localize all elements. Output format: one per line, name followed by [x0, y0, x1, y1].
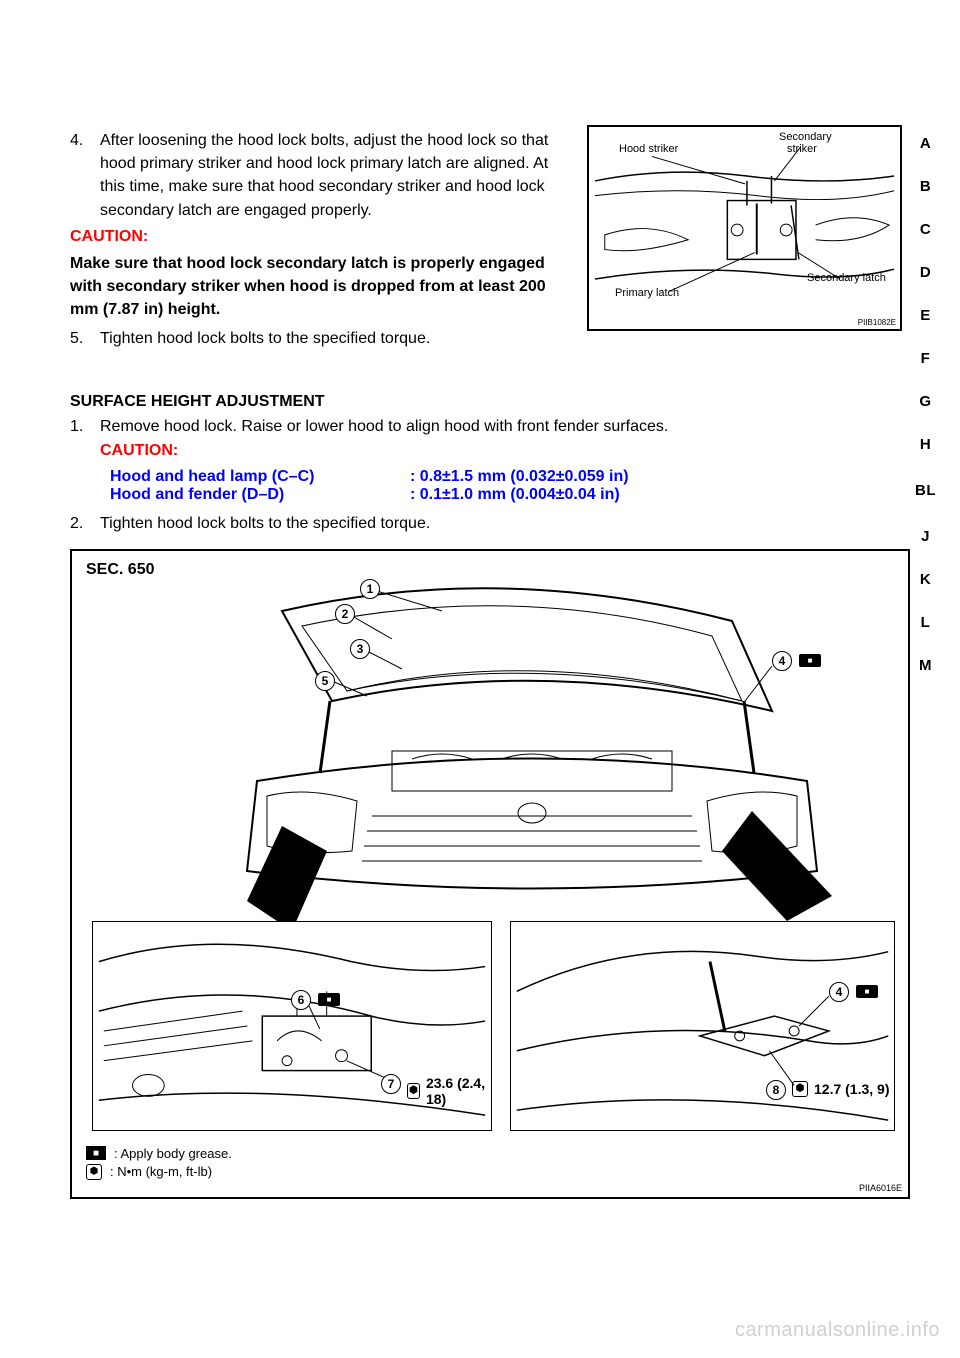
label-secondary-striker-b: striker	[787, 143, 817, 155]
grease-icon-6: ■	[318, 993, 340, 1006]
step-4: 4. After loosening the hood lock bolts, …	[70, 129, 570, 222]
spec-2: Hood and fender (D–D) : 0.1±1.0 mm (0.00…	[110, 486, 910, 504]
callout-3: 3	[350, 639, 370, 659]
nav-d[interactable]: D	[920, 264, 931, 281]
legend-grease: ■ : Apply body grease.	[86, 1146, 232, 1161]
nav-l[interactable]: L	[921, 614, 931, 631]
step-4-text: After loosening the hood lock bolts, adj…	[100, 129, 570, 222]
surface-step-2-num: 2.	[70, 512, 90, 535]
step-4-block: 4. After loosening the hood lock bolts, …	[70, 129, 570, 351]
watermark: carmanualsonline.info	[735, 1319, 940, 1342]
detail-hood-lock: 6 ■ 7 ⬢ 23.6 (2.4, 18)	[92, 921, 492, 1131]
hood-latch-diagram: Hood striker Secondary striker Primary l…	[587, 125, 902, 331]
figure-id-big: PIIA6016E	[859, 1183, 902, 1193]
legend-grease-text: : Apply body grease.	[114, 1146, 232, 1161]
caution-1-text: Make sure that hood lock secondary latch…	[70, 252, 570, 322]
caution-2-label: CAUTION:	[100, 442, 178, 460]
surface-step-2-text: Tighten hood lock bolts to the specified…	[100, 512, 430, 535]
torque-left: ⬢ 23.6 (2.4, 18)	[407, 1075, 491, 1107]
nav-h[interactable]: H	[920, 436, 931, 453]
nav-k[interactable]: K	[920, 571, 931, 588]
legend-units: ⬢ : N•m (kg-m, ft-lb)	[86, 1164, 232, 1180]
spec-2-key: Hood and fender (D–D)	[110, 486, 410, 504]
step-5: 5. Tighten hood lock bolts to the specif…	[70, 327, 570, 350]
torque-left-value: 23.6 (2.4, 18)	[426, 1075, 491, 1107]
step-5-num: 5.	[70, 327, 90, 350]
nav-e[interactable]: E	[920, 307, 931, 324]
step-5-text: Tighten hood lock bolts to the specified…	[100, 327, 430, 350]
spec-1-key: Hood and head lamp (C–C)	[110, 468, 410, 486]
step-4-num: 4.	[70, 129, 90, 222]
surface-step-1-num: 1.	[70, 415, 90, 438]
surface-step-1-text: Remove hood lock. Raise or lower hood to…	[100, 415, 668, 438]
detail-hinge: 4 ■ 8 ⬢ 12.7 (1.3, 9)	[510, 921, 895, 1131]
nav-j[interactable]: J	[921, 528, 930, 545]
label-secondary-striker-a: Secondary	[779, 131, 832, 143]
label-secondary-latch: Secondary latch	[807, 272, 886, 284]
spec-2-val: : 0.1±1.0 mm (0.004±0.04 in)	[410, 486, 620, 504]
callout-1: 1	[360, 579, 380, 599]
nav-c[interactable]: C	[920, 221, 931, 238]
nav-m[interactable]: M	[919, 657, 932, 674]
callout-2: 2	[335, 604, 355, 624]
callout-6: 6	[291, 990, 311, 1010]
nav-bl[interactable]: BL	[909, 479, 942, 502]
diagram-legend: ■ : Apply body grease. ⬢ : N•m (kg-m, ft…	[86, 1143, 232, 1183]
legend-grease-icon: ■	[86, 1146, 106, 1160]
spec-1: Hood and head lamp (C–C) : 0.8±1.5 mm (0…	[110, 468, 910, 486]
label-hood-striker: Hood striker	[619, 143, 678, 155]
nav-a[interactable]: A	[920, 135, 931, 152]
detail-hinge-svg	[511, 922, 894, 1130]
hood-open-svg	[72, 551, 912, 941]
grease-icon-4b: ■	[856, 985, 878, 998]
section-nav-sidebar: A B C D E F G H BL J K L M	[909, 135, 942, 674]
nav-g[interactable]: G	[919, 393, 931, 410]
page: A B C D E F G H BL J K L M	[0, 0, 960, 1358]
label-primary-latch: Primary latch	[615, 287, 679, 299]
callout-4b: 4	[829, 982, 849, 1002]
spec-block: Hood and head lamp (C–C) : 0.8±1.5 mm (0…	[110, 468, 910, 504]
caution-1-label: CAUTION:	[70, 228, 570, 246]
figure-id-top: PIIB1082E	[858, 318, 896, 327]
nav-b[interactable]: B	[920, 178, 931, 195]
torque-right: ⬢ 12.7 (1.3, 9)	[792, 1081, 890, 1097]
spec-1-val: : 0.8±1.5 mm (0.032±0.059 in)	[410, 468, 629, 486]
surface-height-heading: SURFACE HEIGHT ADJUSTMENT	[70, 393, 910, 411]
hood-assembly-diagram: SEC. 650	[70, 549, 910, 1199]
callout-8: 8	[766, 1080, 786, 1100]
legend-torque-icon: ⬢	[86, 1164, 102, 1180]
torque-icon: ⬢	[407, 1083, 420, 1099]
callout-4: 4	[772, 651, 792, 671]
legend-units-text: : N•m (kg-m, ft-lb)	[110, 1164, 212, 1179]
callout-7: 7	[381, 1074, 401, 1094]
torque-icon-r: ⬢	[792, 1081, 808, 1097]
nav-f[interactable]: F	[921, 350, 931, 367]
callout-5: 5	[315, 671, 335, 691]
surface-step-1: 1. Remove hood lock. Raise or lower hood…	[70, 415, 910, 438]
grease-icon: ■	[799, 654, 821, 667]
torque-right-value: 12.7 (1.3, 9)	[814, 1081, 890, 1097]
surface-step-2: 2. Tighten hood lock bolts to the specif…	[70, 512, 910, 535]
